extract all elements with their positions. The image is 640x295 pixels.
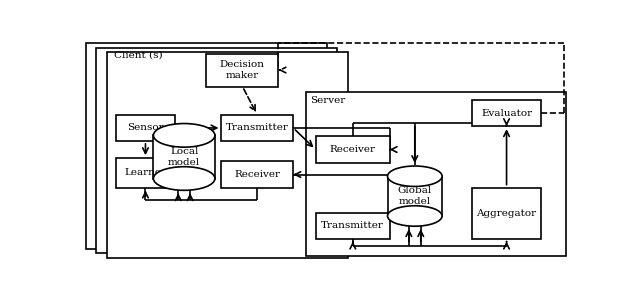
Text: Receiver: Receiver bbox=[330, 145, 376, 154]
Bar bbox=[306, 92, 566, 256]
Text: Server: Server bbox=[310, 96, 345, 105]
Bar bbox=[116, 158, 175, 188]
Text: Aggregator: Aggregator bbox=[477, 209, 536, 218]
Bar bbox=[86, 43, 326, 249]
Bar bbox=[207, 54, 278, 86]
Bar bbox=[472, 100, 541, 126]
Text: Decision
maker: Decision maker bbox=[220, 60, 265, 80]
Bar bbox=[97, 48, 337, 253]
Text: Evaluator: Evaluator bbox=[481, 109, 532, 118]
Bar bbox=[316, 137, 390, 163]
Bar bbox=[472, 188, 541, 239]
Bar bbox=[154, 135, 215, 178]
Bar bbox=[221, 161, 293, 188]
Text: Local
model: Local model bbox=[168, 147, 200, 167]
Text: Transmitter: Transmitter bbox=[321, 221, 384, 230]
Text: Sensor: Sensor bbox=[127, 124, 164, 132]
Bar bbox=[316, 213, 390, 239]
Text: Client (s): Client (s) bbox=[114, 50, 163, 59]
Ellipse shape bbox=[388, 206, 442, 226]
Bar bbox=[388, 176, 442, 216]
Bar bbox=[221, 115, 293, 141]
Text: Receiver: Receiver bbox=[234, 170, 280, 179]
Text: Learner: Learner bbox=[124, 168, 166, 177]
Text: Global
model: Global model bbox=[397, 186, 432, 206]
Ellipse shape bbox=[154, 124, 215, 147]
Ellipse shape bbox=[388, 166, 442, 186]
Ellipse shape bbox=[154, 167, 215, 190]
Bar bbox=[116, 115, 175, 141]
Bar bbox=[108, 53, 348, 258]
Text: Transmitter: Transmitter bbox=[226, 124, 289, 132]
